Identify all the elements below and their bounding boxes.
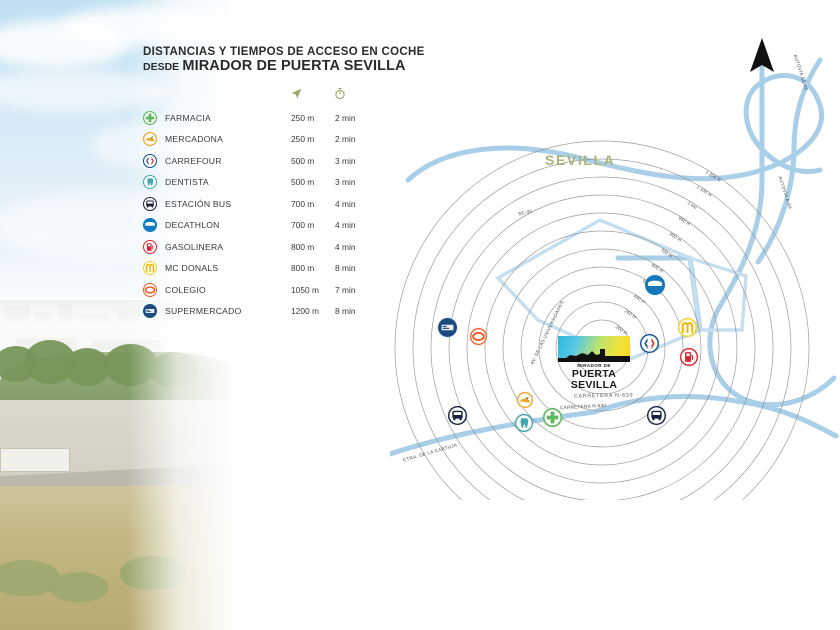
map-poi-decathlon[interactable] — [645, 275, 665, 295]
pharmacy-cross-icon — [143, 110, 157, 125]
legend-row[interactable]: CARREFOUR 500 m 3 min — [143, 150, 418, 172]
navigation-arrow-icon — [290, 87, 303, 100]
legend-item-distance: 1200 m — [291, 306, 319, 317]
legend-row[interactable]: MC DONALS 800 m 8 min — [143, 258, 418, 280]
legend-item-name: COLEGIO — [165, 284, 206, 295]
legend-item-name: MC DONALS — [165, 263, 219, 274]
legend-item-time: 8 min — [335, 263, 356, 274]
tooth-icon — [143, 175, 157, 190]
logo-title-line1: PUERTA — [571, 368, 617, 380]
legend-item-distance: 700 m — [291, 198, 315, 209]
map-poi-supermarket[interactable] — [438, 318, 457, 337]
legend-row[interactable]: GASOLINERA 800 m 4 min — [143, 236, 418, 258]
road-autovia-se40 — [791, 57, 823, 151]
map-poi-carrefour[interactable] — [640, 334, 659, 353]
road-cartuja — [390, 409, 597, 457]
legend-item-distance: 500 m — [291, 177, 315, 188]
legend-item-time: 2 min — [335, 112, 356, 123]
school-ring-icon — [143, 282, 157, 297]
road-carretera-n630 — [591, 394, 745, 415]
distance-rings — [394, 140, 810, 500]
decathlon-icon — [143, 218, 157, 233]
legend-item-distance: 250 m — [291, 134, 315, 145]
legend-row[interactable]: MERCADONA 250 m 2 min — [143, 129, 418, 151]
north-arrow-icon — [750, 38, 774, 72]
legend-row[interactable]: FARMACIA 250 m 2 min — [143, 107, 418, 129]
sevilla-area-label: SEVILLA — [545, 152, 616, 168]
legend-item-distance: 500 m — [291, 155, 315, 166]
legend-item-name: DENTISTA — [165, 177, 209, 188]
legend-item-distance: 1050 m — [291, 284, 319, 295]
map-poi-bus[interactable] — [647, 406, 666, 425]
legend-column-headers — [143, 87, 418, 107]
logo-artwork — [558, 336, 630, 362]
legend-item-distance: 700 m — [291, 220, 315, 231]
legend-item-name: DECATHLON — [165, 220, 220, 231]
map-poi-fuel-pump[interactable] — [680, 348, 698, 366]
legend-item-time: 4 min — [335, 241, 356, 252]
road-south-exit — [739, 399, 839, 439]
legend-item-time: 3 min — [335, 155, 356, 166]
center-subtitle: CARRETERA N-630 — [573, 392, 634, 400]
legend-item-name: GASOLINERA — [165, 241, 224, 252]
legend-row[interactable]: COLEGIO 1050 m 7 min — [143, 279, 418, 301]
legend-panel: DISTANCIAS Y TIEMPOS DE ACCESO EN COCHE … — [143, 46, 425, 322]
legend-item-name: CARREFOUR — [165, 155, 222, 166]
legend-item-name: SUPERMERCADO — [165, 306, 242, 317]
legend-row[interactable]: DENTISTA 500 m 3 min — [143, 172, 418, 194]
stopwatch-icon — [334, 87, 346, 100]
road-network — [390, 49, 839, 457]
road-southeast — [707, 303, 741, 399]
map-poi-pharmacy-cross[interactable] — [543, 408, 562, 427]
page-title-line2: DESDE MIRADOR DE PUERTA SEVILLA — [143, 59, 418, 75]
road-autovia-a49 — [755, 145, 797, 265]
legend-item-time: 3 min — [335, 177, 356, 188]
logo-title-line2: SEVILLA — [570, 378, 618, 391]
page-title-main: MIRADOR DE PUERTA SEVILLA — [182, 58, 406, 74]
photo-scrub — [50, 572, 108, 602]
center-logo: MIRADOR DE PUERTA SEVILLA — [558, 336, 630, 391]
photo-tree — [64, 348, 110, 386]
legend-row[interactable]: ESTACIÓN BUS 700 m 4 min — [143, 193, 418, 215]
legend-item-time: 2 min — [335, 134, 356, 145]
carrefour-icon — [143, 153, 157, 168]
map-poi-bus[interactable] — [448, 406, 467, 425]
mcdonalds-arches-icon — [143, 261, 157, 276]
legend-item-name: FARMACIA — [165, 112, 211, 123]
bus-icon — [143, 196, 157, 211]
legend-item-time: 7 min — [335, 284, 356, 295]
page-title-line1: DISTANCIAS Y TIEMPOS DE ACCESO EN COCHE — [143, 46, 425, 58]
legend-item-time: 8 min — [335, 306, 356, 317]
legend-list: FARMACIA 250 m 2 min MERCADONA 250 m 2 min CAR… — [143, 107, 418, 322]
skyline-silhouette-icon — [558, 349, 630, 362]
legend-item-time: 4 min — [335, 198, 356, 209]
road-link-a — [779, 97, 825, 165]
legend-item-distance: 800 m — [291, 241, 315, 252]
map-poi-school-ring[interactable] — [470, 328, 487, 345]
page-title-prefix: DESDE — [143, 61, 180, 73]
map-poi-mcdonalds-arches[interactable] — [678, 318, 697, 337]
legend-item-name: ESTACIÓN BUS — [165, 198, 232, 209]
map-svg — [390, 38, 839, 500]
legend-item-distance: 250 m — [291, 112, 315, 123]
legend-row[interactable]: DECATHLON 700 m 4 min — [143, 215, 418, 237]
legend-item-time: 4 min — [335, 220, 356, 231]
photo-house — [0, 448, 70, 472]
legend-row[interactable]: SUPERMERCADO 1200 m 8 min — [143, 301, 418, 323]
legend-item-name: MERCADONA — [165, 134, 224, 145]
road-vertical-down — [717, 177, 765, 309]
map-poi-tooth[interactable] — [515, 414, 533, 432]
road-block-east — [689, 256, 748, 332]
mercadona-bird-icon — [143, 132, 157, 147]
road-network-light — [495, 218, 748, 362]
hero-photo — [0, 0, 238, 630]
road-se30 — [405, 145, 785, 183]
fuel-pump-icon — [143, 239, 157, 254]
legend-item-distance: 800 m — [291, 263, 315, 274]
map-poi-mercadona-bird[interactable] — [517, 392, 533, 408]
supermarket-icon — [143, 304, 157, 319]
logo-pretitle: MIRADOR DE — [577, 363, 611, 368]
